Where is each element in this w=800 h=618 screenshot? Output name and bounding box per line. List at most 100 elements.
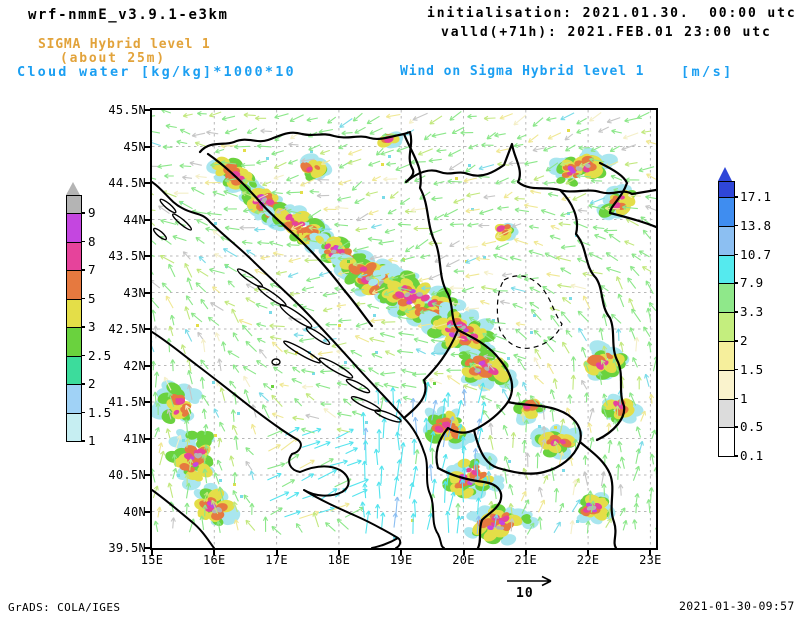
wind-arrow [373, 448, 380, 465]
wind-arrow [622, 132, 639, 140]
wind-arrow [219, 387, 226, 401]
wind-arrow [271, 394, 283, 407]
wind-arrow [465, 164, 476, 173]
wind-arrow [289, 114, 304, 123]
colorbar-tick [81, 240, 85, 242]
wind-arrow [302, 237, 318, 243]
cloud-water-blob [587, 354, 599, 365]
wind-arrow [368, 210, 379, 216]
wind-arrow [336, 518, 349, 530]
wind-arrow [245, 283, 255, 290]
wind-arrow [376, 429, 382, 453]
colorbar-label: 17.1 [740, 189, 772, 204]
wind-arrow [478, 223, 490, 229]
wind-arrow [152, 468, 156, 483]
colorbar-label: 1 [88, 433, 96, 448]
y-axis-label: 41N [123, 431, 146, 446]
valid-time-label: valld(+71h): 2021.FEB.01 23:00 utc [441, 25, 772, 40]
coastline-border [402, 328, 460, 420]
wind-arrow [196, 219, 208, 226]
wind-arrow [163, 376, 172, 391]
wind-arrow [295, 523, 303, 533]
colorbar-label: 7 [88, 262, 96, 277]
cloud-water-blob [359, 266, 368, 272]
wind-arrow [210, 162, 221, 168]
wind-arrow [414, 449, 420, 465]
wind-arrow [645, 139, 656, 145]
y-axis-label: 45N [123, 139, 146, 154]
wind-arrow [214, 148, 225, 154]
wind-arrow [184, 328, 193, 342]
wind-arrow [560, 267, 572, 275]
wind-arrow [307, 209, 322, 219]
wind-arrow [421, 285, 431, 291]
wind-arrow [433, 180, 445, 186]
coastline-border [435, 328, 514, 470]
wind-arrow [569, 520, 575, 535]
wind-arrow [233, 435, 239, 450]
wind-arrow [201, 454, 207, 465]
wind-arrow [546, 116, 557, 122]
wind-arrow [184, 419, 190, 436]
cloud-speck [177, 474, 180, 477]
wind-arrow [354, 126, 366, 134]
wind-arrow [512, 303, 523, 309]
wind-arrow [590, 178, 603, 184]
wind-arrow [606, 117, 621, 124]
cloud-water-blob [613, 400, 621, 408]
map-canvas [152, 110, 656, 548]
island-outline [171, 213, 193, 231]
colorbar-label: 1 [740, 390, 748, 406]
wind-arrow [152, 240, 157, 245]
wind-arrow [239, 225, 256, 231]
wind-arrow [371, 175, 381, 182]
level-label-line2: (about 25m) [60, 51, 166, 66]
wind-arrow [445, 392, 451, 407]
wind-arrow [459, 479, 465, 503]
wind-arrow [223, 206, 237, 212]
wind-arrow [475, 256, 490, 262]
colorbar-tick [734, 340, 738, 342]
cloud-speck [214, 222, 217, 225]
wind-arrow [542, 285, 555, 295]
wind-arrow [195, 173, 207, 180]
coastline-border [152, 331, 402, 548]
wind-arrow [584, 392, 590, 403]
wind-arrow [549, 407, 555, 422]
wind-arrow [480, 285, 497, 291]
wind-arrow [178, 200, 193, 210]
wind-arrow [190, 187, 205, 195]
cloud-water-blob [416, 291, 423, 297]
wind-arrow [351, 410, 364, 417]
cloud-water-blob [556, 176, 566, 184]
wind-arrow [483, 194, 496, 200]
wind-arrow [385, 113, 401, 119]
wind-arrow [419, 309, 431, 315]
wind-arrow [431, 302, 443, 308]
x-axis-label: 20E [452, 553, 475, 567]
wind-arrow [400, 256, 415, 263]
wind-arrow [493, 514, 499, 529]
wind-arrow [571, 356, 577, 372]
wind-arrow [275, 270, 287, 276]
wind-arrow [220, 160, 237, 166]
cloud-speck [196, 324, 199, 327]
cloud-water-blob [166, 382, 182, 396]
wind-arrow [371, 352, 383, 359]
wind-arrow [211, 499, 219, 515]
wind-arrow [513, 142, 524, 149]
wind-arrow [621, 144, 637, 151]
x-axis-tick [337, 550, 340, 555]
wind-arrow [644, 373, 650, 387]
cloud-speck [373, 314, 376, 317]
wind-arrow [549, 389, 555, 400]
colorbar-label: 9 [88, 205, 96, 220]
wind-arrow [152, 177, 157, 180]
cloud-water-blob [498, 520, 506, 526]
wind-arrow [479, 208, 494, 215]
wind-arrow [534, 348, 542, 360]
cloud-water-blob [379, 264, 393, 274]
wind-arrow [245, 297, 256, 304]
wind-arrow [465, 244, 478, 251]
wind-arrow [229, 380, 237, 389]
